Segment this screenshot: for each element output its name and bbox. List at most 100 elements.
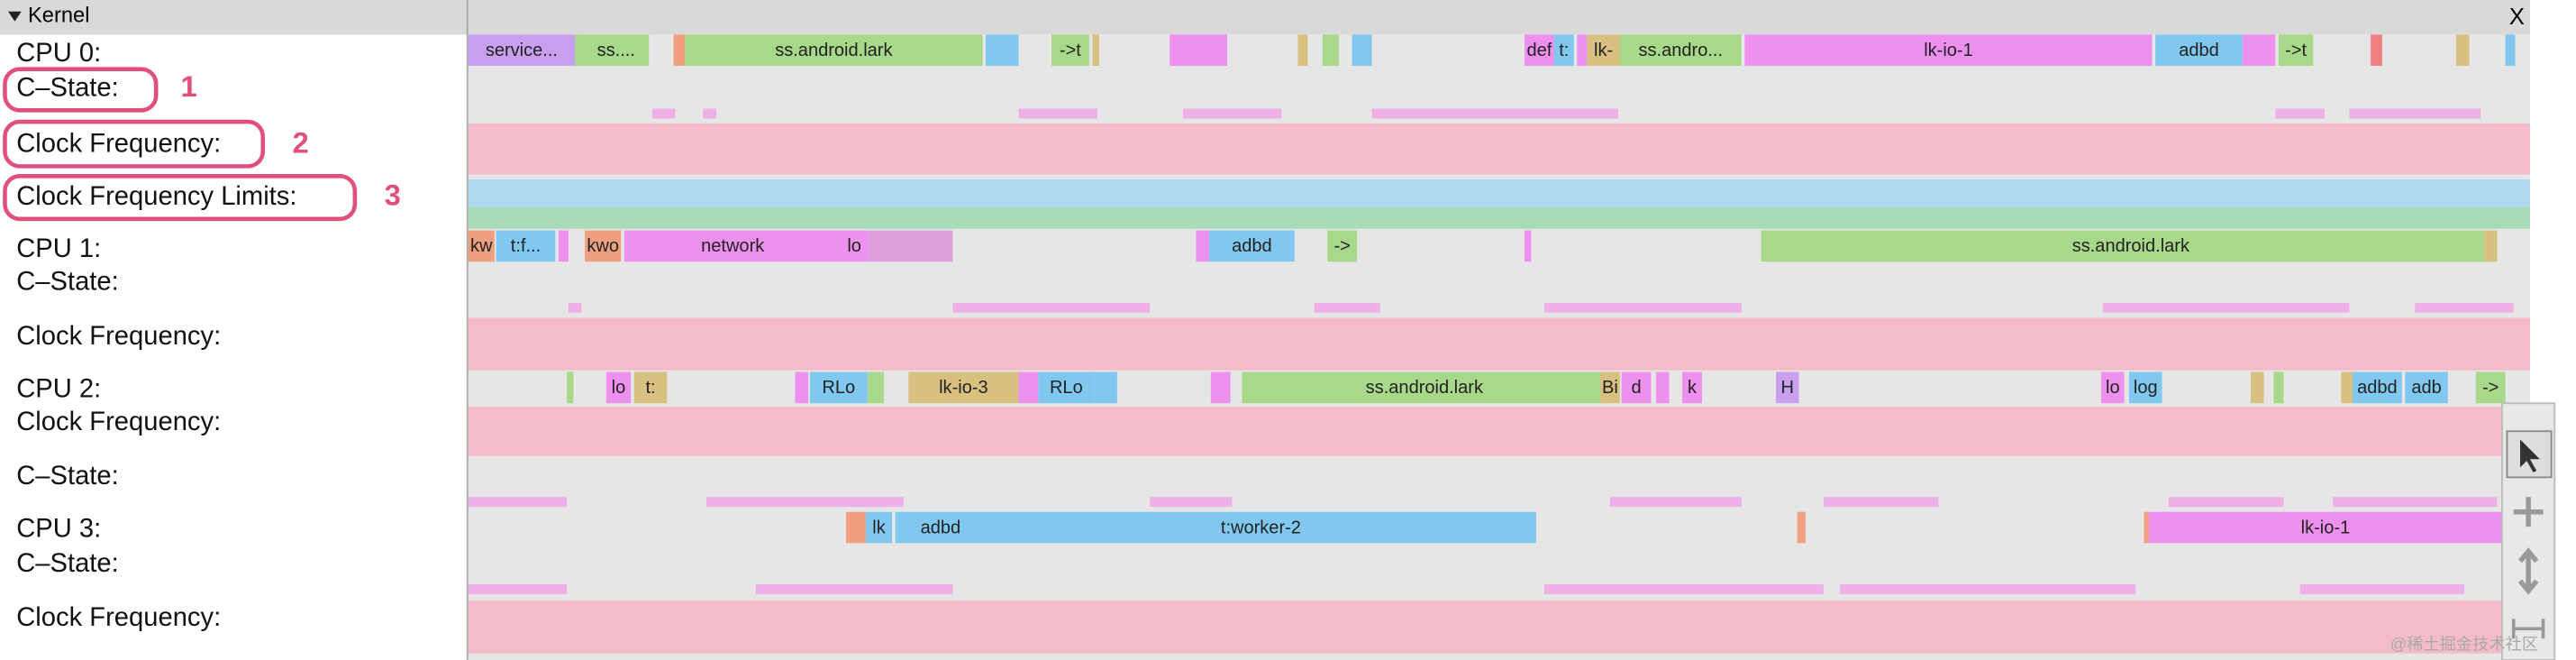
track-label: Clock Frequency: <box>16 408 221 436</box>
slice <box>468 34 576 67</box>
slice-label: lo <box>847 236 861 256</box>
slice <box>496 230 556 262</box>
cstate-slice <box>1018 108 1097 119</box>
close-button[interactable]: X <box>2509 5 2525 30</box>
slice <box>558 230 569 262</box>
slice <box>2405 371 2448 404</box>
slice <box>1092 34 1099 67</box>
slice-label: def <box>1527 41 1552 60</box>
track-label: C–State: <box>16 549 119 578</box>
cstate-slice <box>2275 108 2326 119</box>
labels: CPU 0: C–State: Clock Frequency: Clock Freq… <box>16 39 296 632</box>
slice <box>2273 371 2284 404</box>
toolbar <box>2501 402 2556 660</box>
slice <box>1196 230 1209 262</box>
cstate-slice <box>2349 108 2481 119</box>
slice-label: t: <box>645 378 655 398</box>
zoom-tool[interactable] <box>2517 547 2539 595</box>
pan-tool[interactable] <box>2513 497 2544 527</box>
slice <box>2475 371 2506 404</box>
track-label: Clock Frequency: <box>16 603 221 632</box>
slice <box>1525 34 1554 67</box>
slice-label: ss.android.lark <box>2072 236 2190 256</box>
track-label: CPU 0: <box>16 39 101 68</box>
track-band <box>468 179 2530 208</box>
cstate-slice <box>2415 302 2514 313</box>
slice-label: -> <box>1334 236 1350 256</box>
track-band <box>468 406 2530 456</box>
cstate-slice <box>1371 108 1618 119</box>
slice <box>1553 34 1574 67</box>
slice-label: lk-io-1 <box>2301 518 2351 537</box>
track-band <box>468 123 2530 175</box>
cstate-slice <box>703 108 716 119</box>
collapse-arrow[interactable] <box>8 11 22 22</box>
slice <box>633 371 668 404</box>
slice-label: RLo <box>822 378 855 398</box>
slice <box>1297 34 1308 67</box>
slice <box>2505 34 2516 67</box>
slice <box>1682 371 1702 404</box>
track-label: C–State: <box>16 73 119 102</box>
track-label: C–State: <box>16 462 119 490</box>
slice <box>583 34 650 67</box>
slice <box>567 371 574 404</box>
header-bar[interactable] <box>0 0 2530 35</box>
track-label: CPU 3: <box>16 514 101 543</box>
slice <box>1776 371 1799 404</box>
slice-label: lo <box>2106 378 2120 398</box>
annotations <box>3 67 358 222</box>
slice <box>846 511 866 544</box>
slice-label: RLo <box>1050 378 1083 398</box>
slice-label: t: <box>1559 41 1569 60</box>
cstate-slice <box>1543 302 1742 313</box>
slice <box>575 34 584 67</box>
cstate-slice <box>755 584 953 594</box>
cstate-slice <box>2333 497 2498 508</box>
slice-label: lo <box>612 378 626 398</box>
slice <box>673 34 686 67</box>
slice-label: adbd <box>2357 378 2398 398</box>
slice <box>2353 371 2402 404</box>
slice-label: adbd <box>921 518 961 537</box>
slice <box>1208 230 1295 262</box>
cstate-slice <box>1182 108 1282 119</box>
track-label: Clock Frequency: <box>16 129 221 158</box>
slice-label: adbd <box>2179 41 2219 60</box>
slice-label: kwo <box>587 236 619 256</box>
slice <box>865 511 893 544</box>
cstate-slice <box>1150 497 1233 508</box>
slice <box>624 230 842 262</box>
slice-label: -> <box>2482 378 2499 398</box>
slice-label: network <box>701 236 765 256</box>
slice <box>1327 230 1358 262</box>
slice <box>1577 34 1588 67</box>
annotation-box <box>3 119 266 169</box>
slice <box>986 511 1536 544</box>
track-band <box>468 207 2530 229</box>
slice <box>2341 371 2353 404</box>
slice-label: ss.andro... <box>1639 41 1724 60</box>
cstate-slice <box>706 497 904 508</box>
slice <box>468 230 495 262</box>
slice <box>2278 34 2314 67</box>
annotation-number: 2 <box>293 125 309 159</box>
slice <box>795 371 809 404</box>
slice <box>841 230 868 262</box>
slice <box>2101 371 2125 404</box>
slice-label: Bi <box>1602 378 1618 398</box>
slice <box>867 230 953 262</box>
cstate-slice <box>1314 302 1380 313</box>
cstate-slice <box>2102 302 2350 313</box>
slice <box>685 34 983 67</box>
slice <box>585 230 622 262</box>
timing-tool[interactable] <box>2511 619 2545 639</box>
slice <box>1599 371 1620 404</box>
slice-label: lk-io-3 <box>939 378 988 398</box>
slice <box>1655 371 1670 404</box>
track-label: Clock Frequency Limits: <box>16 182 296 211</box>
annotation-number: 1 <box>181 69 197 103</box>
slice <box>986 34 1019 67</box>
slice <box>1038 371 1095 404</box>
